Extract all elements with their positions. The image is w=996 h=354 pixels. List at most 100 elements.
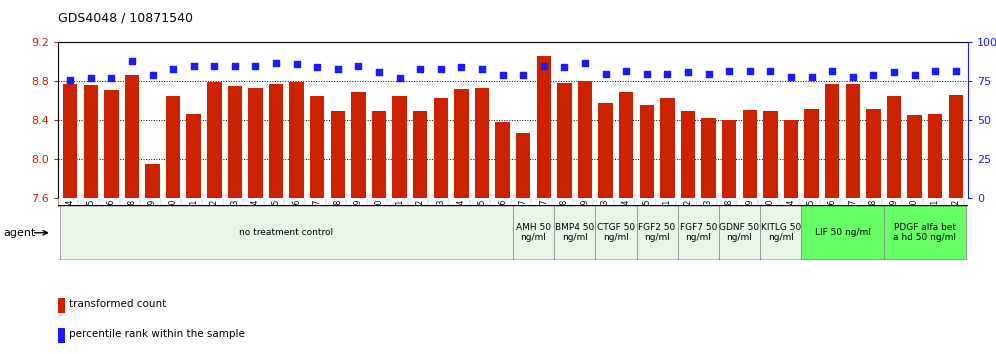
Text: GSM510035: GSM510035 [272,199,281,245]
Text: GDNF 50
ng/ml: GDNF 50 ng/ml [719,223,760,242]
Bar [596,205,636,260]
Text: GSM510061: GSM510061 [930,199,939,245]
Point [474,66,490,72]
Point [268,60,284,65]
Bar [805,109,819,198]
Text: FGF7 50
ng/ml: FGF7 50 ng/ml [679,223,717,242]
Text: CTGF 50
ng/ml: CTGF 50 ng/ml [597,223,635,242]
Point [433,66,449,72]
Point [619,68,634,73]
Text: GSM510036: GSM510036 [292,199,301,245]
Text: GSM510042: GSM510042 [415,199,424,245]
Text: GSM509257: GSM509257 [540,199,549,245]
Text: AMH 50
ng/ml: AMH 50 ng/ml [516,223,551,242]
Bar [290,82,304,198]
Bar [228,86,242,198]
Text: GSM510031: GSM510031 [189,199,198,245]
Text: GSM510037: GSM510037 [313,199,322,245]
Bar [537,56,551,198]
Text: GSM510059: GSM510059 [889,199,898,245]
Point [515,72,531,78]
Bar [760,205,802,260]
Text: GSM509256: GSM509256 [107,199,116,245]
Text: GDS4048 / 10871540: GDS4048 / 10871540 [58,12,193,25]
Point [412,66,428,72]
Text: agent: agent [3,228,36,238]
Text: LIF 50 ng/ml: LIF 50 ng/ml [815,228,871,237]
Text: GSM510064: GSM510064 [622,199,630,245]
Text: GSM510039: GSM510039 [354,199,363,245]
Text: GSM509255: GSM509255 [87,199,96,245]
Point [577,60,593,65]
Text: percentile rank within the sample: percentile rank within the sample [69,329,245,339]
Text: GSM510062: GSM510062 [951,199,960,245]
Bar [719,205,760,260]
Point [598,71,614,76]
Point [659,71,675,76]
Bar [554,205,596,260]
Bar [907,115,921,198]
Text: GSM510047: GSM510047 [519,199,528,245]
Text: GSM510058: GSM510058 [869,199,877,245]
Text: GSM509259: GSM509259 [581,199,590,245]
Point [372,69,387,75]
Text: PDGF alfa bet
a hd 50 ng/ml: PDGF alfa bet a hd 50 ng/ml [893,223,956,242]
Text: GSM510052: GSM510052 [683,199,692,245]
Text: BMP4 50
ng/ml: BMP4 50 ng/ml [555,223,595,242]
Bar [681,111,695,198]
Bar [743,110,757,198]
Bar [886,96,901,198]
Bar [660,98,674,198]
Bar [105,90,119,198]
Bar [495,122,510,198]
Point [289,62,305,67]
Bar [186,114,201,198]
Text: GSM509258: GSM509258 [560,199,569,245]
Point [825,68,841,73]
Bar [883,205,966,260]
Point [804,74,820,80]
Point [948,68,964,73]
Point [495,72,511,78]
Text: GSM510038: GSM510038 [334,199,343,245]
Point [886,69,902,75]
Text: GSM510063: GSM510063 [602,199,611,245]
Point [906,72,922,78]
Point [391,75,407,81]
Bar [619,92,633,198]
Point [62,77,78,83]
Bar [331,111,345,198]
Point [185,63,201,69]
Text: GSM510045: GSM510045 [477,199,486,245]
Text: GSM510053: GSM510053 [704,199,713,245]
Text: GSM510065: GSM510065 [642,199,651,245]
Point [83,75,99,81]
Point [330,66,346,72]
Point [165,66,181,72]
Point [721,68,737,73]
Point [310,64,326,70]
Text: GSM510030: GSM510030 [168,199,177,245]
Bar [677,205,719,260]
Point [845,74,861,80]
Point [783,74,799,80]
Bar [578,81,593,198]
Bar [475,88,489,198]
Point [227,63,243,69]
Point [700,71,716,76]
Point [144,72,160,78]
Point [557,64,573,70]
Text: KITLG 50
ng/ml: KITLG 50 ng/ml [761,223,801,242]
Point [866,72,881,78]
Text: transformed count: transformed count [69,299,166,309]
Point [680,69,696,75]
Text: FGF2 50
ng/ml: FGF2 50 ng/ml [638,223,675,242]
Bar [701,119,716,198]
Bar [352,92,366,198]
Bar [825,84,840,198]
Bar [248,88,263,198]
Point [206,63,222,69]
Point [248,63,264,69]
Bar [846,84,860,198]
Bar [557,84,572,198]
